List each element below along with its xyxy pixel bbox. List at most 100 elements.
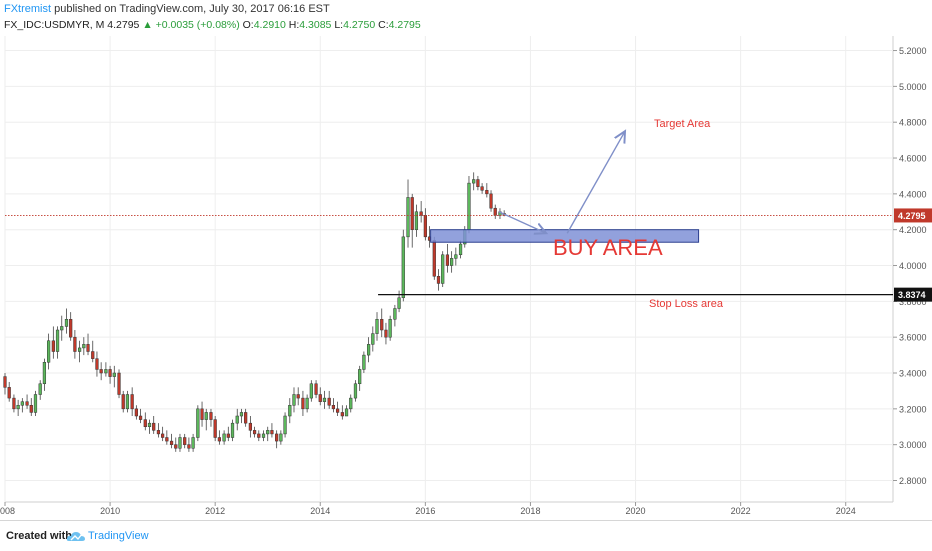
candle-body xyxy=(423,215,427,238)
candles xyxy=(3,172,506,452)
candle-body xyxy=(38,383,42,395)
buy-zone-rect xyxy=(430,229,700,243)
candle-body xyxy=(401,236,405,299)
candle-body xyxy=(12,397,16,410)
candle-body xyxy=(375,319,379,334)
candle-body xyxy=(108,369,112,377)
price-axis[interactable]: 5.2000 5.0000 4.8000 4.6000 4.4000 4.2000 4.00… xyxy=(893,46,927,486)
symbol-info: FX_IDC:USDMYR, M 4.2795 ▲ +0.0035 (+0.08… xyxy=(4,19,421,31)
tradingview-link[interactable]: TradingView xyxy=(88,530,149,542)
candle-body xyxy=(196,408,200,438)
candle-body xyxy=(217,437,221,442)
candle-body xyxy=(51,340,55,352)
candle-body xyxy=(480,186,484,191)
trend-arrow xyxy=(566,131,625,234)
candle-body xyxy=(476,179,480,187)
time-tick-label: 2008 xyxy=(0,506,15,516)
candle-body xyxy=(117,372,121,395)
time-axis[interactable]: 2008 2010 2012 2014 2016 2018 2020 2022 2024 xyxy=(0,502,856,516)
candle-body xyxy=(152,422,156,431)
low-label: L: xyxy=(334,19,344,31)
candle-body xyxy=(489,193,493,209)
candle-body xyxy=(397,297,401,309)
candle-body xyxy=(441,254,445,284)
publish-text: published on TradingView.com, July 30, 2… xyxy=(54,3,330,15)
candle-body xyxy=(55,329,60,352)
candle-body xyxy=(467,182,471,230)
candle-body xyxy=(78,347,82,352)
candle-body xyxy=(344,408,349,417)
candle-body xyxy=(204,412,208,420)
time-tick-label: 2014 xyxy=(310,506,330,516)
candle-body xyxy=(191,437,195,449)
candle-body xyxy=(104,369,108,374)
candle-body xyxy=(257,433,261,438)
candle-body xyxy=(239,412,244,417)
candle-body xyxy=(86,344,90,352)
candle-body xyxy=(138,415,143,420)
candle-body xyxy=(16,405,20,410)
author-link[interactable]: FXtremist xyxy=(4,3,52,15)
open-value: 4.2910 xyxy=(253,19,286,31)
candle-body xyxy=(283,415,287,435)
candle-body xyxy=(270,430,274,435)
last-price-label: 4.2795 xyxy=(898,211,926,221)
footer-bar: Created with TradingView xyxy=(0,520,932,551)
buy-area-label: BUY AREA xyxy=(553,235,663,260)
up-arrow-icon: ▲ xyxy=(142,19,153,31)
price-tick-label: 4.6000 xyxy=(899,154,927,164)
candle-body xyxy=(248,422,252,431)
price-tick-label: 3.2000 xyxy=(899,404,927,414)
trend-arrow xyxy=(498,211,546,233)
candle-body xyxy=(358,369,362,385)
stop-loss-price-label: 3.8374 xyxy=(898,290,926,300)
candle-body xyxy=(95,358,99,370)
price-tick-label: 5.2000 xyxy=(899,46,927,56)
candle-body xyxy=(318,394,322,402)
candle-body xyxy=(493,207,497,216)
candle-body xyxy=(380,319,384,331)
candle-body xyxy=(349,397,353,410)
time-tick-label: 2016 xyxy=(415,506,435,516)
candle-body xyxy=(33,394,38,413)
candle-body xyxy=(279,433,283,442)
price-tick-label: 4.0000 xyxy=(899,261,927,271)
time-tick-label: 2022 xyxy=(731,506,751,516)
price-tick-label: 2.8000 xyxy=(899,476,927,486)
candle-body xyxy=(20,401,24,406)
candle-body xyxy=(393,308,397,320)
candle-body xyxy=(314,383,318,395)
time-tick-label: 2010 xyxy=(100,506,120,516)
price-tick-label: 4.2000 xyxy=(899,225,927,235)
candle-body xyxy=(450,258,454,266)
candle-body xyxy=(362,354,366,370)
time-tick-label: 2020 xyxy=(626,506,646,516)
candle-body xyxy=(472,179,476,184)
candle-body xyxy=(64,319,69,327)
last-price-value: 4.2795 xyxy=(107,19,140,31)
price-tick-label: 3.6000 xyxy=(899,333,927,343)
candle-body xyxy=(414,211,419,230)
candle-body xyxy=(301,397,305,410)
candle-body xyxy=(143,419,147,428)
price-tick-label: 4.4000 xyxy=(899,189,927,199)
candle-body xyxy=(458,243,463,256)
price-chart[interactable]: 5.2000 5.0000 4.8000 4.6000 4.4000 4.2000 4.00… xyxy=(0,0,932,520)
candle-body xyxy=(432,240,436,277)
candle-body xyxy=(305,397,309,410)
close-value: 4.2795 xyxy=(388,19,421,31)
candle-body xyxy=(309,383,313,399)
tradingview-cloud-icon xyxy=(66,532,85,541)
candle-body xyxy=(69,319,73,338)
candle-body xyxy=(292,394,296,406)
candle-body xyxy=(183,437,187,445)
candle-body xyxy=(353,383,358,399)
candle-body xyxy=(252,430,257,435)
candle-body xyxy=(73,336,77,352)
change-value: +0.0035 (+0.08%) xyxy=(155,19,240,31)
candle-body xyxy=(178,437,182,449)
price-tick-label: 3.8000 xyxy=(899,297,927,307)
candle-body xyxy=(230,422,235,438)
time-tick-label: 2018 xyxy=(520,506,540,516)
candle-body xyxy=(147,422,152,428)
